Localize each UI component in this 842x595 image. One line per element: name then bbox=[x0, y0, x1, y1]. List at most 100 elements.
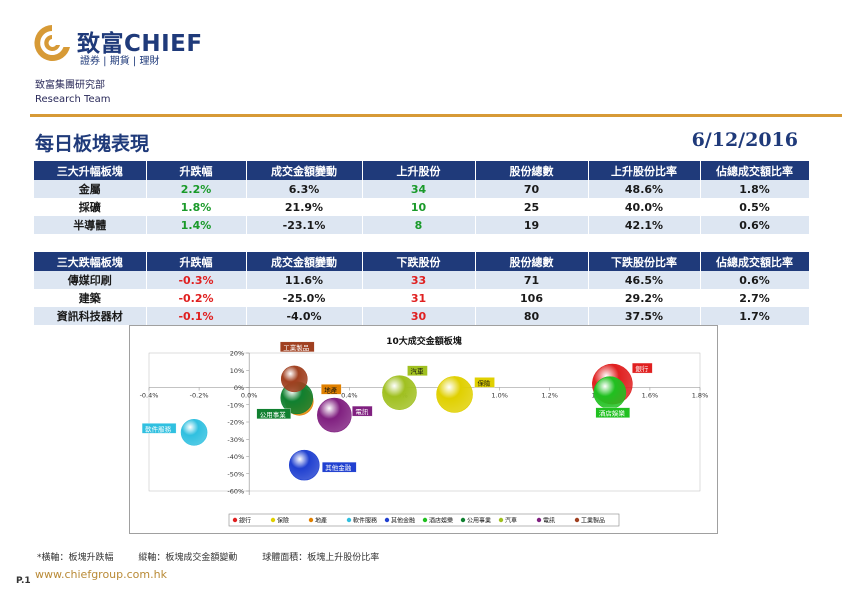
bubble-chart-svg: 10大成交金額板塊 20% 10% 0% -10% -20% -30% -40% -50% -60… bbox=[140, 335, 708, 527]
x-tick-label: -0.4% bbox=[140, 392, 159, 400]
page-number: P.1 bbox=[16, 576, 31, 586]
bubble-label-box bbox=[141, 423, 177, 434]
sector-name: 金屬 bbox=[34, 180, 147, 198]
bubble-label-box bbox=[474, 377, 495, 388]
column-header: 上升股份比率 bbox=[588, 161, 701, 180]
rising-ratio-cell: 40.0% bbox=[588, 198, 701, 216]
column-header: 股份總數 bbox=[475, 161, 589, 180]
change-cell: 1.8% bbox=[146, 198, 247, 216]
department-cn: 致富集團研究部 bbox=[35, 80, 105, 91]
falling-count-cell: 31 bbox=[362, 289, 476, 307]
change-cell: -0.1% bbox=[146, 307, 247, 325]
table-row: 採礦 1.8% 21.9% 10 25 40.0% 0.5% bbox=[34, 198, 810, 216]
bubble-label-box bbox=[322, 461, 357, 473]
falling-count-cell: 33 bbox=[362, 271, 476, 289]
column-header: 上升股份 bbox=[362, 161, 476, 180]
footnote-x-axis: *橫軸：板塊升跌幅 bbox=[37, 553, 114, 563]
turnover-share-cell: 0.5% bbox=[700, 198, 810, 216]
legend-swatch-icon bbox=[498, 517, 504, 523]
legend-label: 汽車 bbox=[505, 517, 517, 525]
turnover-share-cell: 0.6% bbox=[700, 271, 810, 289]
y-tick-label: -40% bbox=[227, 453, 244, 461]
legend-swatch-icon bbox=[346, 517, 352, 523]
sector-name: 採礦 bbox=[34, 198, 147, 216]
legend-swatch-icon bbox=[536, 517, 542, 523]
bubble-label-box bbox=[280, 341, 315, 353]
total-count-cell: 19 bbox=[475, 216, 589, 234]
legend-label: 公用事業 bbox=[467, 517, 491, 525]
header-divider bbox=[30, 114, 842, 117]
brand-tagline: 證券 | 期貨 | 理財 bbox=[80, 56, 160, 67]
legend-label: 保險 bbox=[277, 517, 289, 525]
y-tick-label: 0% bbox=[234, 384, 244, 392]
table-row: 金屬 2.2% 6.3% 34 70 48.6% 1.8% bbox=[34, 180, 810, 198]
turnover-share-cell: 1.7% bbox=[700, 307, 810, 325]
bubble-label: 地產 bbox=[324, 385, 338, 394]
legend-swatch-icon bbox=[232, 517, 238, 523]
legend-label: 酒店娛樂 bbox=[429, 517, 453, 525]
department-en: Research Team bbox=[35, 94, 111, 105]
legend-label: 地產 bbox=[315, 517, 327, 525]
change-cell: 2.2% bbox=[146, 180, 247, 198]
bubble-label-box bbox=[321, 384, 342, 395]
gainers-header-row: 三大升幅板塊 升跌幅 成交金額變動 上升股份 股份總數 上升股份比率 佔總成交額… bbox=[34, 161, 810, 180]
turnover-change-cell: 11.6% bbox=[246, 271, 363, 289]
rising-count-cell: 8 bbox=[362, 216, 476, 234]
report-date: 6/12/2016 bbox=[691, 129, 798, 151]
y-tick-label: 20% bbox=[230, 350, 244, 358]
bubble-label: 公用事業 bbox=[260, 410, 287, 419]
footnote-bubble-size: 球體面積：板塊上升股份比率 bbox=[262, 553, 380, 563]
x-tick-label: 1.0% bbox=[491, 392, 508, 400]
total-count-cell: 25 bbox=[475, 198, 589, 216]
legend-swatch-icon bbox=[308, 517, 314, 523]
rising-count-cell: 10 bbox=[362, 198, 476, 216]
legend-swatch-icon bbox=[574, 517, 580, 523]
table-row: 資訊科技器材 -0.1% -4.0% 30 80 37.5% 1.7% bbox=[34, 307, 810, 325]
bubble-label: 保險 bbox=[478, 378, 492, 387]
turnover-change-cell: 21.9% bbox=[246, 198, 363, 216]
turnover-share-cell: 0.6% bbox=[700, 216, 810, 234]
bubble-label-box bbox=[407, 365, 428, 376]
turnover-change-cell: -25.0% bbox=[246, 289, 363, 307]
turnover-share-cell: 2.7% bbox=[700, 289, 810, 307]
bubble-其他金融 bbox=[288, 449, 320, 481]
turnover-change-cell: -4.0% bbox=[246, 307, 363, 325]
turnover-change-cell: 6.3% bbox=[246, 180, 363, 198]
legend-label: 電訊 bbox=[543, 517, 555, 525]
bubble-label: 工業製品 bbox=[283, 343, 309, 352]
bubble-label-box bbox=[352, 405, 373, 417]
bubble-軟件服務 bbox=[180, 419, 208, 446]
website-link[interactable]: www.chiefgroup.com.hk bbox=[35, 568, 167, 581]
total-count-cell: 71 bbox=[475, 271, 589, 289]
legend-label: 其他金融 bbox=[391, 517, 415, 525]
y-tick-label: -20% bbox=[227, 419, 244, 427]
x-tick-label: 1.2% bbox=[541, 392, 558, 400]
column-header: 成交金額變動 bbox=[246, 161, 363, 180]
bubble-保險 bbox=[436, 376, 473, 413]
bubble-label: 電訊 bbox=[355, 407, 369, 416]
total-count-cell: 106 bbox=[475, 289, 589, 307]
total-count-cell: 70 bbox=[475, 180, 589, 198]
footnote: *橫軸：板塊升跌幅 縱軸：板塊成交金額變動 球體面積：板塊上升股份比率 bbox=[37, 550, 401, 563]
rising-ratio-cell: 42.1% bbox=[588, 216, 701, 234]
bubble-label: 酒店娛樂 bbox=[599, 409, 626, 418]
column-header: 佔總成交額比率 bbox=[700, 161, 810, 180]
legend-swatch-icon bbox=[270, 517, 276, 523]
logo-mark-icon bbox=[34, 25, 70, 61]
x-tick-label: 0.4% bbox=[341, 392, 358, 400]
x-tick-label: -0.2% bbox=[190, 392, 209, 400]
sector-name: 資訊科技器材 bbox=[34, 307, 147, 325]
legend-swatch-icon bbox=[460, 517, 466, 523]
bubble-汽車 bbox=[382, 375, 417, 410]
change-cell: -0.3% bbox=[146, 271, 247, 289]
falling-ratio-cell: 29.2% bbox=[588, 289, 701, 307]
department: 致富集團研究部 Research Team bbox=[35, 79, 110, 107]
column-header: 升跌幅 bbox=[146, 252, 247, 271]
column-header: 佔總成交額比率 bbox=[700, 252, 810, 271]
bubble-label: 汽車 bbox=[410, 367, 424, 376]
sector-name: 傳媒印刷 bbox=[34, 271, 147, 289]
bubble-label-box bbox=[632, 362, 653, 374]
legend-label: 工業製品 bbox=[581, 517, 605, 525]
column-header: 成交金額變動 bbox=[246, 252, 363, 271]
chart-title: 10大成交金額板塊 bbox=[386, 335, 462, 347]
